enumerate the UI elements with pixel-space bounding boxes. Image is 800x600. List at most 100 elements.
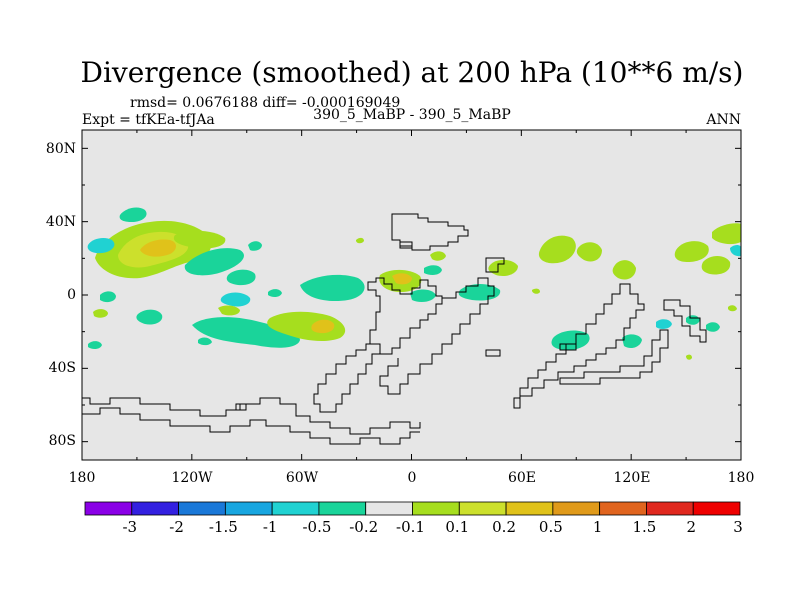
colorbar-tick-label: -0.1 <box>396 518 425 536</box>
y-tick-label: 80N <box>46 141 76 157</box>
field-patch <box>392 273 412 285</box>
colorbar-tick-label: -1.5 <box>209 518 238 536</box>
colorbar-swatch <box>271 501 320 516</box>
stats-label: rmsd= 0.0676188 diff= -0.000169049 <box>130 95 400 111</box>
colorbar-swatch <box>131 501 179 516</box>
coastline-arabia <box>485 257 505 273</box>
field-patch <box>184 248 244 276</box>
field-patch <box>87 237 115 254</box>
colorbar-tick-label: 0.5 <box>539 518 563 536</box>
coastline-new-guinea-australia <box>559 329 669 385</box>
field-patch <box>686 354 692 360</box>
field-patch <box>140 239 176 257</box>
field-patch <box>538 235 576 264</box>
colorbar-swatch <box>692 501 741 516</box>
field-patch <box>674 241 709 262</box>
coastlines <box>82 213 707 445</box>
field-patch <box>656 319 672 329</box>
field-patch <box>198 337 212 346</box>
field-patch <box>218 305 240 316</box>
field-patch <box>173 230 226 249</box>
coastline-asia-australia <box>513 283 645 409</box>
experiment-label: Expt = tfKEa-tfJAa <box>82 112 215 128</box>
field-patches <box>87 207 741 360</box>
colorbar-swatch <box>505 501 554 516</box>
coastline-south-america-south <box>313 343 380 413</box>
period-label: ANN <box>705 112 741 128</box>
colorbar-tick-label: 1.5 <box>632 518 656 536</box>
coastline-africa <box>379 277 495 395</box>
x-tick-label: 60W <box>286 470 319 486</box>
field-patch <box>622 334 642 348</box>
colorbar-tick-label: 0.2 <box>492 518 516 536</box>
colorbar-swatch <box>178 501 226 516</box>
field-patch <box>88 341 102 350</box>
field-patch <box>311 319 335 334</box>
field-patch <box>248 241 262 251</box>
y-tick-label: 80S <box>49 433 76 449</box>
field-patch <box>532 288 540 294</box>
field-patch <box>712 223 741 245</box>
colorbar-swatch <box>224 501 273 516</box>
coastline-small-block <box>399 241 413 249</box>
coastline-north-america-africa-block <box>391 213 469 251</box>
y-tick-label: 40S <box>49 360 76 376</box>
colorbar-swatch <box>318 501 367 516</box>
axis-ticks <box>81 130 742 460</box>
x-tick-label: 0 <box>408 470 417 486</box>
colorbar-swatch <box>84 501 133 516</box>
x-tick-label: 120W <box>171 470 213 486</box>
field-patch <box>701 256 731 275</box>
colorbar-swatch <box>365 501 413 516</box>
colorbar <box>84 501 741 516</box>
field-patch <box>728 305 737 312</box>
field-patch <box>410 289 436 303</box>
colorbar-tick-label: -3 <box>122 518 137 536</box>
y-tick-label: 40N <box>46 214 76 230</box>
colorbar-tick-label: -0.2 <box>349 518 378 536</box>
colorbar-tick-label: -1 <box>263 518 278 536</box>
x-tick-label: 180 <box>69 470 96 486</box>
plot-title: Divergence (smoothed) at 200 hPa (10**6 … <box>81 56 744 89</box>
colorbar-tick-label: 0.1 <box>445 518 469 536</box>
map-panel: 80N 40N 0 40S 80S 180 120W 60W 0 60E 120… <box>46 129 755 486</box>
x-tick-label: 180 <box>728 470 755 486</box>
field-patch <box>576 242 602 262</box>
x-tick-label: 120E <box>614 470 651 486</box>
field-patch <box>356 237 364 244</box>
field-patch <box>100 291 116 303</box>
coastline-antarctica-inner <box>82 407 420 445</box>
field-patch <box>119 207 147 222</box>
coastline-antarctic-peninsula <box>235 403 247 411</box>
field-patch <box>551 330 590 350</box>
coastline-antarctica <box>82 397 421 435</box>
field-patch <box>220 292 251 307</box>
field-patch <box>93 309 108 318</box>
coastline-indonesia <box>559 343 577 351</box>
field-patch <box>267 311 346 342</box>
field-patch <box>268 289 282 298</box>
colorbar-swatch <box>552 501 601 516</box>
field-patch <box>430 251 446 261</box>
colorbar-labels: -3 -2 -1.5 -1 -0.5 -0.2 -0.1 0.1 0.2 0.5 1 1.5 2 3 <box>122 518 742 536</box>
colorbar-tick-label: 1 <box>593 518 603 536</box>
case-label: 390_5_MaBP - 390_5_MaBP <box>313 107 511 123</box>
x-tick-label: 60E <box>508 470 536 486</box>
y-tick-label: 0 <box>67 287 76 303</box>
colorbar-tick-label: 3 <box>733 518 743 536</box>
colorbar-swatch <box>412 501 460 516</box>
field-patch <box>226 269 256 286</box>
colorbar-tick-label: -0.5 <box>302 518 331 536</box>
field-patch <box>136 309 163 325</box>
field-patch <box>424 265 442 275</box>
colorbar-swatch <box>646 501 694 516</box>
coastline-south-america-america-bridge <box>367 277 443 355</box>
colorbar-swatch <box>599 501 647 516</box>
field-patch <box>730 245 741 257</box>
field-patch <box>612 260 636 280</box>
coastline-west-pacific <box>663 299 707 343</box>
field-patch <box>706 322 720 332</box>
colorbar-tick-label: 2 <box>686 518 696 536</box>
field-patch <box>300 274 365 302</box>
